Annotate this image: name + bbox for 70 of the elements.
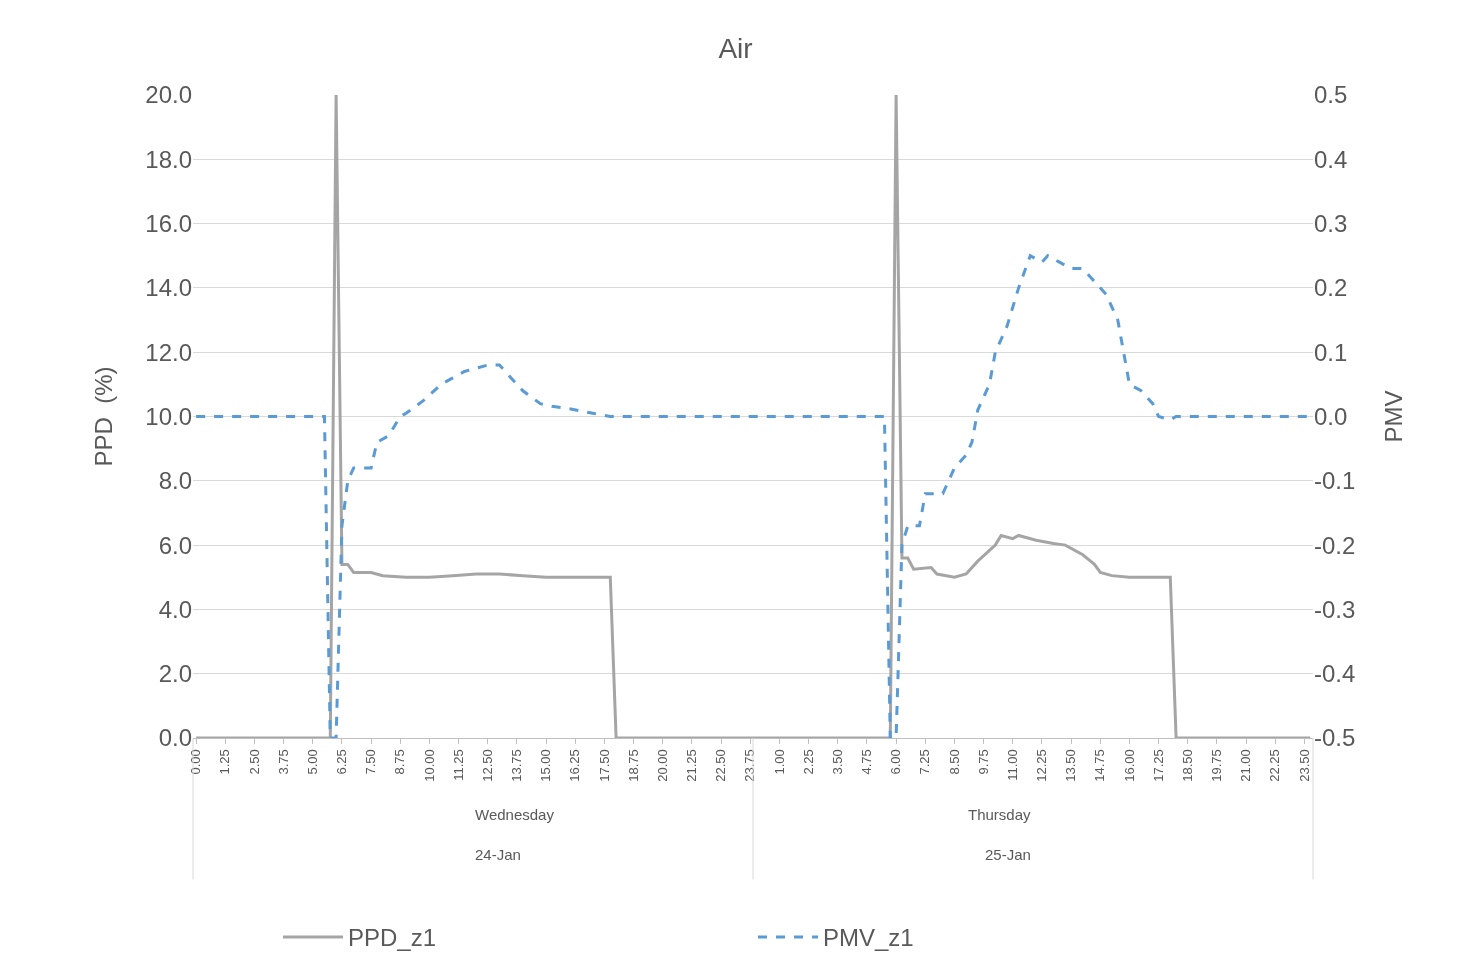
- text: 25-Jan: [985, 846, 1031, 863]
- text: Wednesday: [475, 806, 555, 823]
- x-tick-label: 6.25: [334, 749, 350, 775]
- x-tick-label: 8.50: [946, 749, 962, 775]
- x-tick-label: 18.75: [625, 749, 641, 782]
- legend-label: PPD_z1: [348, 924, 437, 952]
- x-tick-label: 22.50: [713, 749, 729, 782]
- x-tick-label: 11.25: [450, 749, 466, 781]
- x-tick-label: 6.00: [888, 749, 904, 775]
- y2-tick-label: -0.1: [1314, 467, 1356, 495]
- y-tick-label: 6.0: [158, 531, 192, 559]
- y-tick-label: 16.0: [145, 210, 192, 237]
- x-tick-label: 23.50: [1296, 749, 1312, 782]
- x-tick-label: 2.50: [246, 749, 262, 775]
- x-tick-label: 4.75: [859, 749, 875, 775]
- x-tick-label: 7.25: [917, 749, 933, 775]
- y-tick-label: 0.0: [158, 724, 192, 752]
- y-tick-label: 18.0: [145, 145, 192, 173]
- x-tick-label: 9.75: [975, 749, 991, 775]
- x-tick-label: 17.50: [596, 749, 612, 782]
- x-tick-label: 8.75: [392, 749, 408, 775]
- y-axis-title: PPD (%): [90, 366, 118, 467]
- x-tick-label: 19.75: [1209, 749, 1225, 782]
- x-tick-label: 22.25: [1267, 749, 1283, 782]
- x-tick-label: 16.25: [567, 749, 583, 782]
- y2-tick-label: 0.0: [1314, 402, 1348, 430]
- x-tick-label: 20.00: [655, 749, 671, 782]
- y2-tick-label: -0.3: [1314, 595, 1356, 623]
- x-tick-label: 1.00: [771, 749, 787, 775]
- y2-tick-label: -0.5: [1314, 724, 1356, 752]
- y2-tick-label: -0.2: [1314, 531, 1356, 559]
- y-tick-label: 8.0: [158, 467, 192, 495]
- x-tick-label: 3.50: [830, 749, 846, 775]
- y2-tick-label: 0.1: [1314, 338, 1348, 366]
- x-tick-label: 2.25: [800, 749, 816, 775]
- y-tick-label: 20.0: [145, 81, 192, 109]
- x-tick-label: 21.00: [1238, 749, 1254, 782]
- x-tick-label: 0.00: [188, 749, 204, 775]
- x-tick-label: 3.75: [275, 749, 291, 775]
- x-tick-label: 5.00: [305, 749, 321, 775]
- x-tick-label: 7.50: [363, 749, 379, 775]
- x-tick-label: 18.50: [1180, 749, 1196, 782]
- x-tick-label: 16.00: [1121, 749, 1137, 782]
- x-tick-label: 21.25: [684, 749, 700, 782]
- y-tick-label: 14.0: [145, 274, 192, 302]
- x-tick-label: 11.00: [1005, 749, 1021, 781]
- y2-tick-label: 0.5: [1314, 81, 1348, 109]
- y2-tick-label: 0.3: [1314, 210, 1348, 237]
- x-tick-label: 1.25: [217, 749, 233, 775]
- x-tick-label: 10.00: [421, 749, 437, 782]
- x-tick-label: 12.25: [1034, 749, 1050, 782]
- x-tick-label: 13.50: [1063, 749, 1079, 782]
- y2-axis-title: PMV: [1379, 390, 1407, 443]
- text: Thursday: [968, 806, 1032, 823]
- x-tick-label: 23.75: [742, 749, 758, 782]
- y2-tick-label: -0.4: [1314, 660, 1356, 688]
- x-tick-label: 17.25: [1150, 749, 1166, 782]
- legend-label: PMV_z1: [823, 924, 914, 952]
- y-tick-label: 10.0: [145, 402, 192, 430]
- chart-title: Air: [718, 33, 753, 65]
- y2-tick-label: 0.2: [1314, 274, 1348, 302]
- y-tick-label: 2.0: [158, 660, 192, 688]
- x-tick-label: 13.75: [509, 749, 525, 782]
- x-tick-label: 15.00: [538, 749, 554, 782]
- y-tick-label: 12.0: [145, 338, 192, 366]
- y2-tick-label: 0.4: [1314, 145, 1348, 173]
- y-tick-label: 4.0: [158, 595, 192, 623]
- text: 24-Jan: [475, 846, 521, 863]
- x-tick-label: 14.75: [1092, 749, 1108, 782]
- x-tick-label: 12.50: [480, 749, 496, 782]
